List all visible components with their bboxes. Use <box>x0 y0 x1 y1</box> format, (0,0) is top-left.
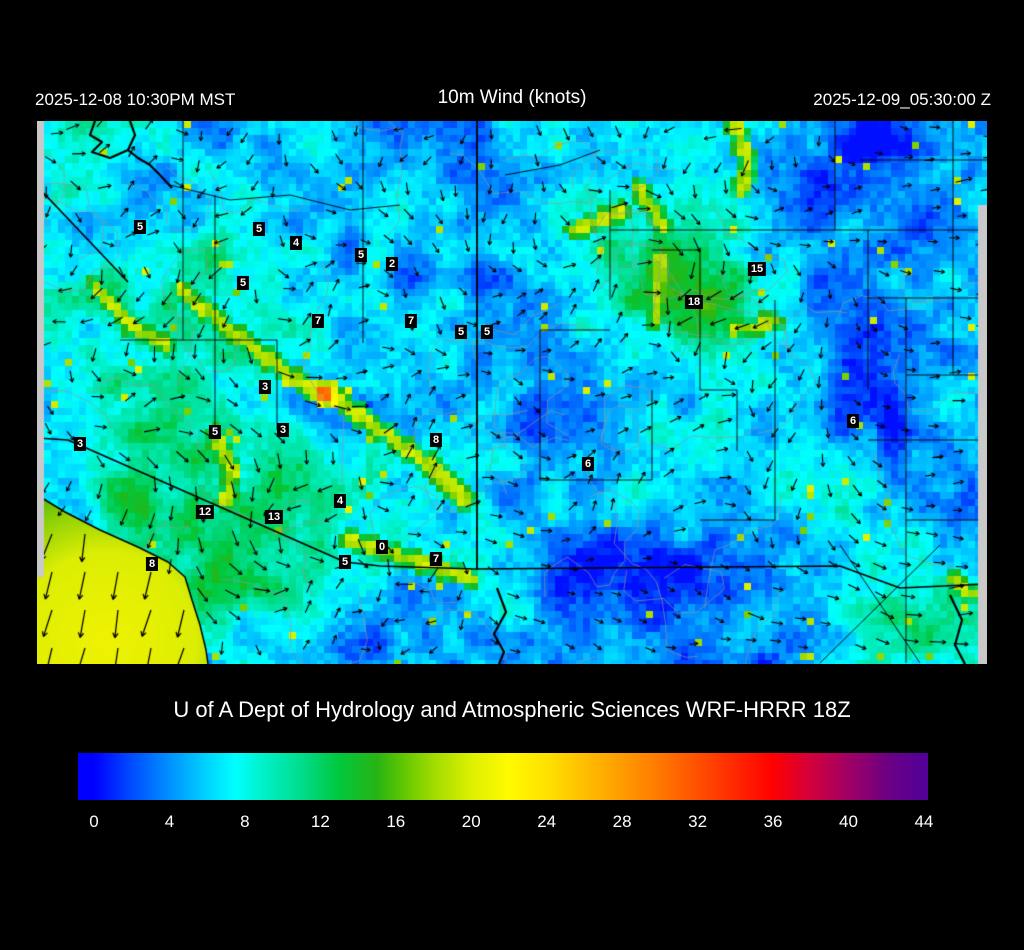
colorbar-tick-label: 32 <box>688 812 708 831</box>
wind-map <box>37 121 987 664</box>
colorbar-tick-label: 36 <box>763 812 783 831</box>
valid-time-utc: 2025-12-09_05:30:00 Z <box>813 90 991 109</box>
colorbar-tick-label: 24 <box>537 812 557 831</box>
colorbar-tick-row: 0 4 8 12 16 20 24 28 32 36 40 44 <box>0 812 1024 838</box>
colorbar-tick-label: 16 <box>386 812 406 831</box>
map-title: 10m Wind (knots) <box>437 87 587 108</box>
colorbar-tick-label: 20 <box>461 812 481 831</box>
colorbar-tick-label: 12 <box>310 812 330 831</box>
colorbar-tick-label: 44 <box>914 812 934 831</box>
colorbar-tick-label: 0 <box>89 812 99 831</box>
colorbar-tick-label: 4 <box>164 812 175 831</box>
colorbar-tick-label: 40 <box>839 812 858 831</box>
valid-time-local: 2025-12-08 10:30PM MST <box>35 90 236 109</box>
colorbar-gradient <box>78 753 928 800</box>
colorbar-tick-label: 8 <box>240 812 250 831</box>
colorbar-tick-label: 28 <box>612 812 632 831</box>
wind-map-canvas <box>37 121 987 664</box>
source-title: U of A Dept of Hydrology and Atmospheric… <box>173 697 851 722</box>
